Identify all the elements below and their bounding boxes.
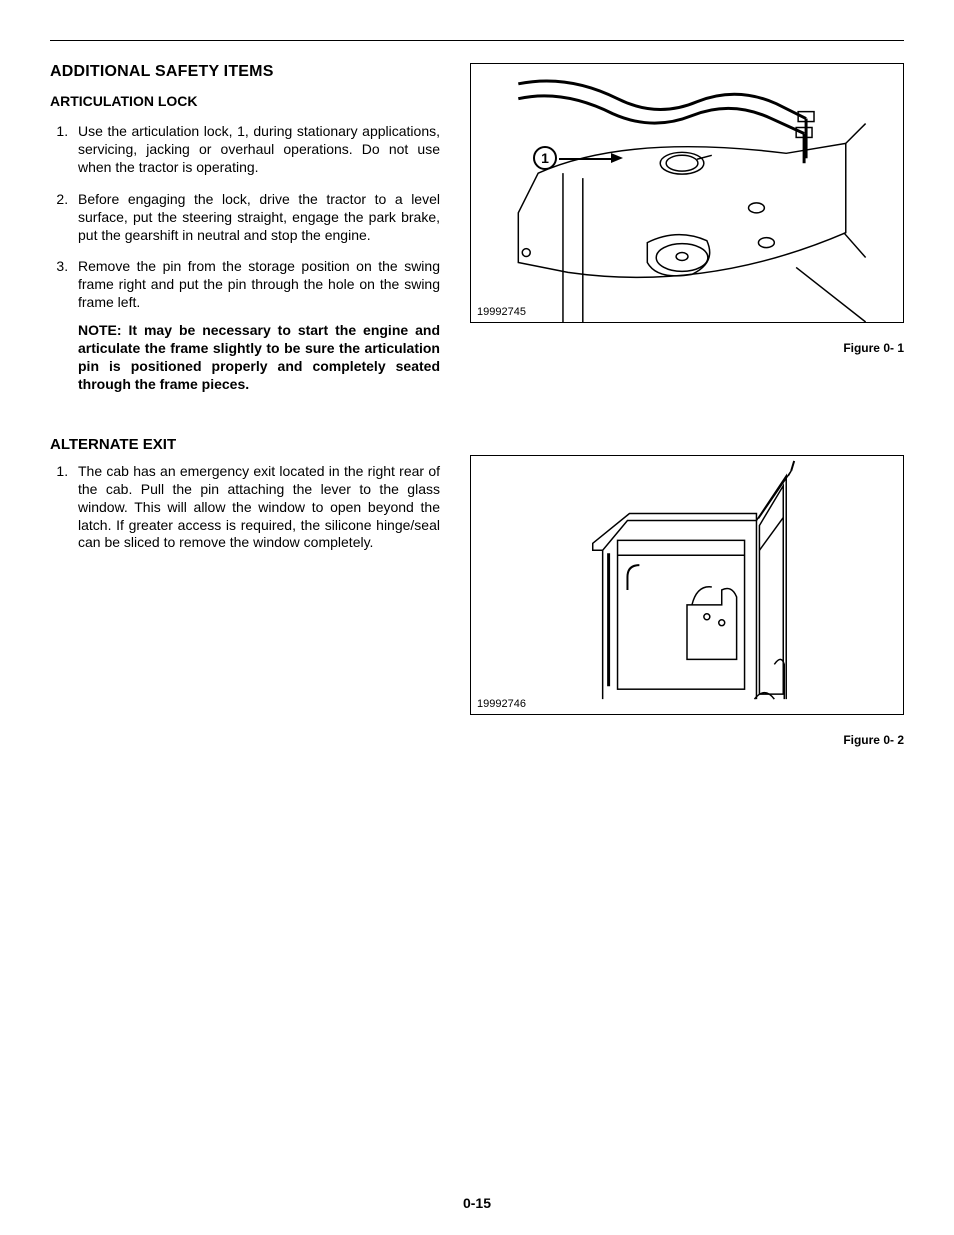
two-column-layout: ADDITIONAL SAFETY ITEMS ARTICULATION LOC… [50, 63, 904, 747]
section-title: ADDITIONAL SAFETY ITEMS [50, 63, 440, 81]
alternate-exit-steps: The cab has an emergency exit located in… [50, 463, 440, 553]
figure-column: 1 19992745 Figure 0- 1 [470, 63, 904, 747]
step-2: Before engaging the lock, drive the trac… [72, 191, 440, 245]
step-3: Remove the pin from the storage position… [72, 258, 440, 312]
figure-1-box: 1 19992745 [470, 63, 904, 323]
manual-page: ADDITIONAL SAFETY ITEMS ARTICULATION LOC… [0, 0, 954, 1235]
cab-exit-diagram [471, 456, 903, 714]
figure-2-caption: Figure 0- 2 [470, 733, 904, 747]
figure-2-drawing-id: 19992746 [477, 698, 526, 710]
page-number: 0-15 [0, 1195, 954, 1211]
figure-2-box: 19992746 [470, 455, 904, 715]
step-1: Use the articulation lock, 1, during sta… [72, 123, 440, 177]
text-column: ADDITIONAL SAFETY ITEMS ARTICULATION LOC… [50, 63, 440, 747]
figure-1-caption: Figure 0- 1 [470, 341, 904, 355]
spacer [470, 355, 904, 455]
figure-1-drawing-id: 19992745 [477, 306, 526, 318]
callout-1: 1 [533, 146, 557, 170]
callout-arrow-head [611, 153, 623, 163]
articulation-lock-heading: ARTICULATION LOCK [50, 93, 440, 109]
alt-step-1: The cab has an emergency exit located in… [72, 463, 440, 553]
top-rule [50, 40, 904, 41]
articulation-steps: Use the articulation lock, 1, during sta… [50, 123, 440, 312]
articulation-lock-diagram [471, 64, 903, 322]
alternate-exit-heading: ALTERNATE EXIT [50, 436, 440, 453]
articulation-note: NOTE: It may be necessary to start the e… [50, 322, 440, 394]
callout-arrow-line [559, 158, 613, 160]
